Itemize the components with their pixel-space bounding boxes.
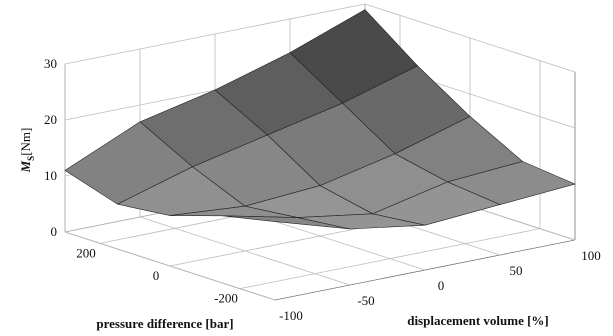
z-subscript: S [26, 156, 36, 161]
x-tick-label: -50 [357, 293, 374, 308]
z-tick-label: 0 [51, 224, 58, 239]
x-tick-label: 50 [510, 263, 523, 278]
x-tick-label: 100 [581, 248, 601, 263]
z-axis-title: MS[Nm] [18, 128, 36, 174]
y-axis-title: pressure difference [bar] [96, 316, 233, 331]
x-axis-title: displacement volume [%] [407, 313, 549, 328]
z-tick-label: 10 [44, 168, 57, 183]
surface-patch [222, 215, 351, 230]
x-tick-label: 0 [438, 278, 445, 293]
z-tick-label: 30 [44, 56, 57, 71]
labels: 0 10 20 30 -100 -50 0 50 100 -200 0 200 [44, 56, 601, 323]
z-tick-label: 20 [44, 112, 57, 127]
y-tick-label: 200 [76, 245, 96, 260]
z-unit: [Nm] [18, 128, 33, 156]
y-tick-label: 0 [153, 268, 160, 283]
x-tick-label: -100 [279, 308, 303, 323]
surface [64, 9, 576, 230]
y-tick-label: -200 [214, 291, 238, 306]
grid-line [239, 228, 541, 290]
z-symbol: M [18, 160, 33, 173]
